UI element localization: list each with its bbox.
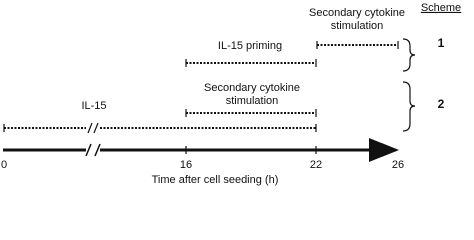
step-label: IL-15 priming [218, 40, 282, 52]
scheme-number: 2 [438, 97, 445, 111]
brace [402, 38, 416, 72]
axis-tick-label: 26 [392, 159, 404, 171]
axis-tick-label: 16 [180, 159, 192, 171]
step-label: Secondary cytokine [309, 7, 405, 19]
step-label: stimulation [226, 95, 279, 107]
diagram: Scheme Secondary cytokine stimulation IL… [1, 2, 461, 186]
step-label: Secondary cytokine [204, 82, 300, 94]
scheme-header: Scheme [421, 2, 461, 14]
axis-tick-label: 0 [1, 159, 7, 171]
scheme-number: 1 [438, 36, 445, 50]
brace [402, 81, 416, 132]
step-label: IL-15 [81, 100, 106, 112]
axis-title: Time after cell seeding (h) [152, 174, 279, 186]
break-mark [85, 143, 101, 157]
break-mark [87, 122, 99, 134]
step-label: stimulation [331, 20, 384, 32]
axis-tick-label: 22 [310, 159, 322, 171]
